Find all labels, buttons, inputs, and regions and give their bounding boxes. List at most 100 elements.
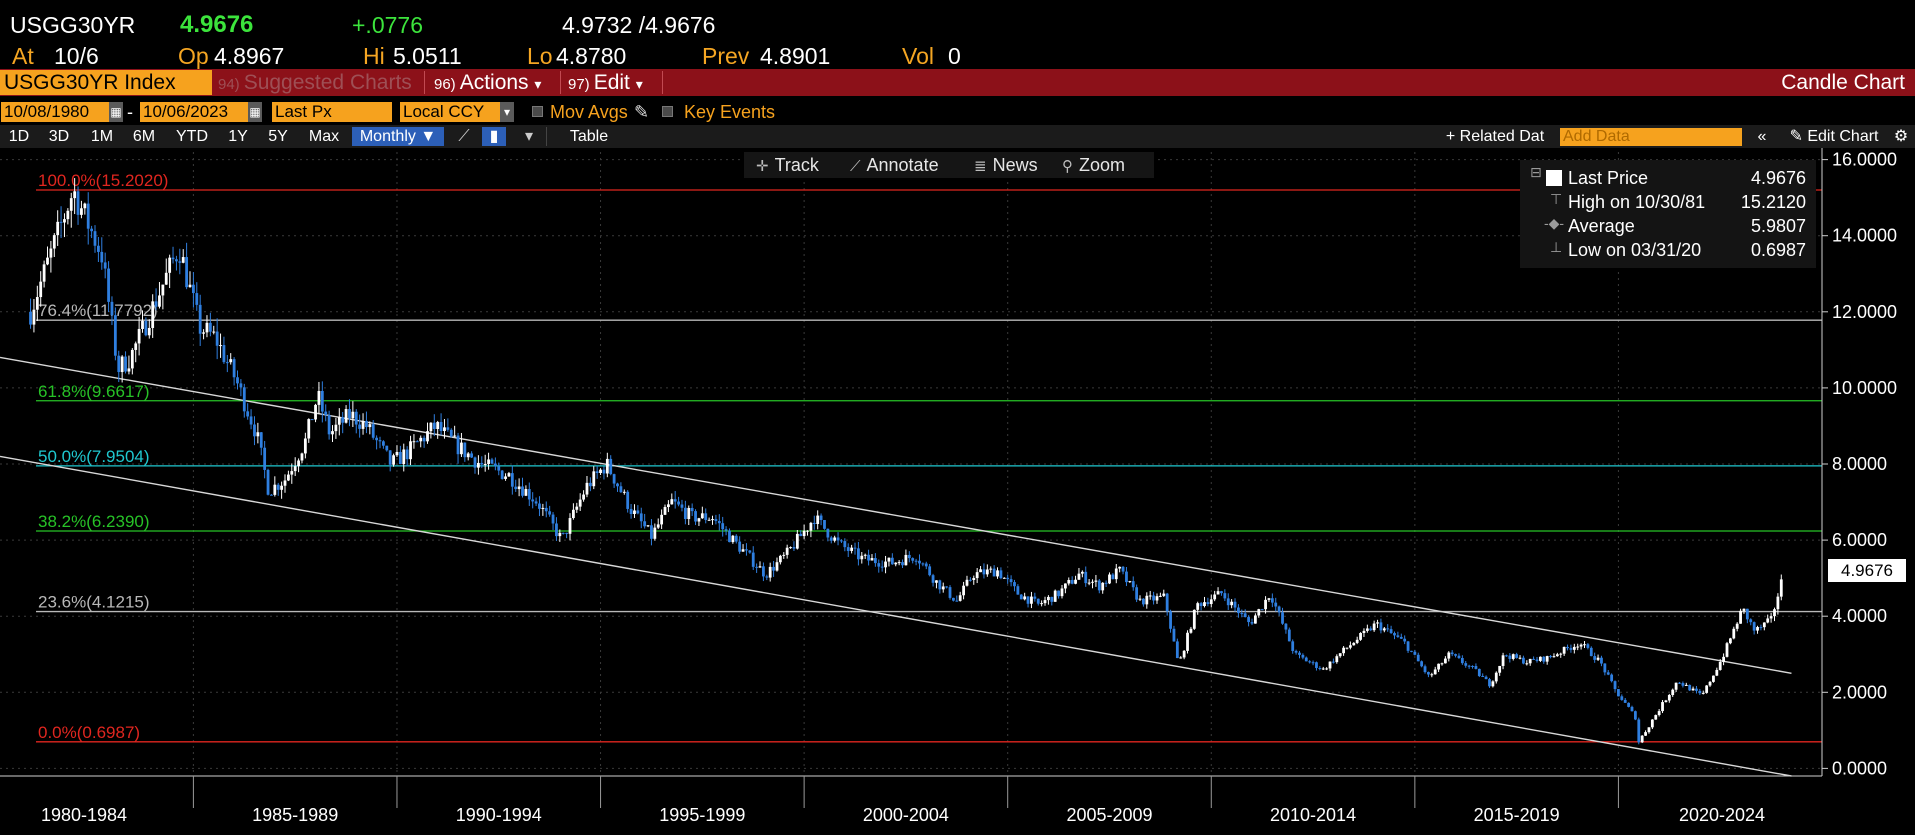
legend-last-value: 4.9676 [1750,168,1806,188]
candle-body [1291,641,1295,651]
chevron-down-icon[interactable]: ▾ [524,128,534,145]
candle-body [1732,628,1736,639]
candle-body [1762,622,1766,628]
zoom-tool[interactable]: ⚲ Zoom [1062,152,1125,178]
related-data-button[interactable]: + Related Dat [1445,128,1545,145]
suggested-charts-button[interactable]: 94) Suggested Charts [212,71,412,94]
candle-body [992,568,996,577]
candle-body [473,457,477,468]
candle-body [714,519,718,522]
candle-body [1572,646,1576,650]
range-6m[interactable]: 6M [132,128,156,145]
candle-body [1644,732,1647,736]
candle-body [1274,602,1278,607]
candle-body [955,600,959,602]
candle-body [572,509,575,519]
mov-avgs-checkbox[interactable] [532,106,543,117]
candle-body [1460,657,1464,664]
candle-body [1430,674,1434,676]
end-date-field[interactable]: 10/06/2023 [140,102,248,122]
candle-body [588,482,592,487]
candle-body [487,459,490,464]
calendar-icon[interactable]: ▦ [248,102,262,122]
range-3d[interactable]: 3D [48,128,70,145]
calendar-icon[interactable]: ▦ [109,102,123,122]
security-field[interactable]: USGG30YR Index [0,70,212,95]
pencil-icon[interactable]: ✎ [634,102,650,122]
candle-body [151,301,155,328]
start-date-field[interactable]: 10/08/1980 [1,102,109,122]
range-toolbar: 1D 3D 1M 6M YTD 1Y 5Y Max Monthly ▼ ⟋ ▮ … [0,125,1915,148]
edit-chart-button[interactable]: ✎ Edit Chart [1778,127,1890,146]
candle-body [1342,647,1345,654]
candle-body [1294,650,1298,653]
chevron-down-icon[interactable]: ▾ [500,102,514,122]
candle-body [734,535,738,542]
candle-body [1321,668,1325,670]
candle-body [1142,598,1145,605]
candle-body [49,248,53,258]
candle-body [168,257,172,273]
annotate-label: Annotate [866,155,939,175]
candle-body [1508,655,1512,659]
range-1y[interactable]: 1Y [228,128,248,145]
candle-body [972,578,976,580]
collapse-icon[interactable]: « [1757,128,1767,145]
price-chart[interactable]: 100.0%(15.2020) 76.4%(11.7792) 61.8%(9.661… [0,148,1915,835]
candle-body [320,390,324,412]
range-ytd[interactable]: YTD [176,128,208,145]
candle-body [1189,628,1193,633]
high-value: 5.0511 [393,43,462,69]
candle-body [683,507,687,520]
candle-body [1447,652,1451,659]
collapse-legend-icon[interactable]: ⊟ [1530,164,1542,180]
candle-body [1206,602,1210,605]
candle-body [633,510,636,515]
add-data-input[interactable]: Add Data [1560,128,1742,146]
range-1d[interactable]: 1D [8,128,30,145]
candle-body [76,191,80,215]
last-price-swatch [1546,170,1562,186]
candle-body [694,511,697,522]
candle-icon[interactable]: ▮ [482,127,506,146]
edit-button[interactable]: 97) Edit ▾ [562,71,643,94]
candle-body [127,368,131,372]
line-chart-icon[interactable]: ⟋ [458,128,470,145]
candle-body [1759,627,1763,629]
candle-body [130,349,134,369]
candle-body [460,442,463,455]
news-tool[interactable]: ≣ News [974,152,1038,178]
range-max[interactable]: Max [308,128,340,145]
actions-button[interactable]: 96) Actions ▾ [428,71,541,94]
candle-body [673,499,677,502]
chart-tool-overlay: ✛ Track ⟋ Annotate ≣ News ⚲ Zoom [744,152,1154,178]
key-events-checkbox[interactable] [662,106,673,117]
candle-body [96,245,100,252]
candle-body [1776,596,1780,610]
currency-selector[interactable]: Local CCY [400,102,500,122]
range-1m[interactable]: 1M [90,128,114,145]
annotate-tool[interactable]: ⟋ Annotate [850,152,939,178]
legend-average-label: Average [1568,216,1635,236]
candle-body [1406,641,1410,651]
candle-body [470,453,474,458]
field-selector[interactable]: Last Px [272,102,392,122]
candle-body [1335,656,1339,663]
candle-body [1257,609,1261,616]
candle-body [429,422,433,432]
candle-body [728,530,731,543]
key-events-label[interactable]: Key Events [684,102,776,122]
candle-body [789,547,792,549]
candle-body [918,560,921,564]
track-tool[interactable]: ✛ Track [756,152,819,178]
range-5y[interactable]: 5Y [268,128,288,145]
candle-body [1511,654,1515,659]
table-button[interactable]: Table [569,128,609,145]
period-selector[interactable]: Monthly ▼ [352,127,444,146]
candle-body [1596,657,1600,660]
candle-body [500,470,504,479]
candle-body [1518,657,1522,659]
candle-body [382,441,385,446]
gear-icon[interactable]: ⚙ [1893,128,1909,145]
mov-avgs-label[interactable]: Mov Avgs [550,102,628,122]
